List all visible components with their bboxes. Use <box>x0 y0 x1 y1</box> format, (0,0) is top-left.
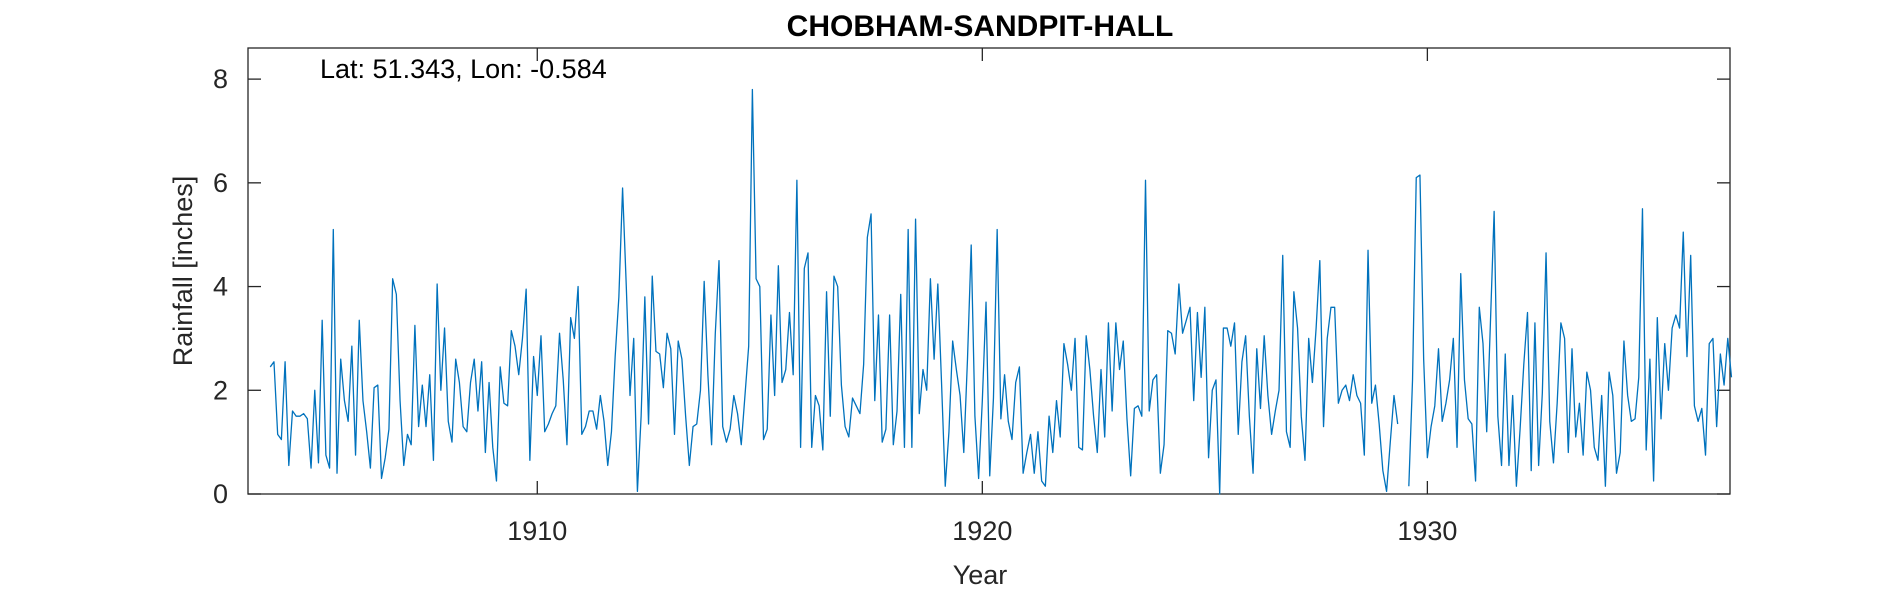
x-tick-label: 1920 <box>952 516 1012 546</box>
y-tick-label: 0 <box>213 479 228 509</box>
chart-title: CHOBHAM-SANDPIT-HALL <box>787 10 1174 43</box>
y-tick-label: 6 <box>213 168 228 198</box>
x-tick-label: 1910 <box>507 516 567 546</box>
location-annotation: Lat: 51.343, Lon: -0.584 <box>320 54 607 84</box>
y-tick-label: 4 <box>213 272 228 302</box>
x-axis-label: Year <box>953 560 1008 590</box>
y-tick-label: 2 <box>213 375 228 405</box>
x-tick-label: 1930 <box>1397 516 1457 546</box>
rainfall-series-line <box>269 88 1733 495</box>
x-ticks: 1910 1920 1930 <box>507 48 1457 546</box>
y-tick-label: 8 <box>213 64 228 94</box>
y-axis-label: Rainfall [inches] <box>168 176 198 367</box>
y-ticks: 0 2 4 6 8 <box>213 64 1730 509</box>
